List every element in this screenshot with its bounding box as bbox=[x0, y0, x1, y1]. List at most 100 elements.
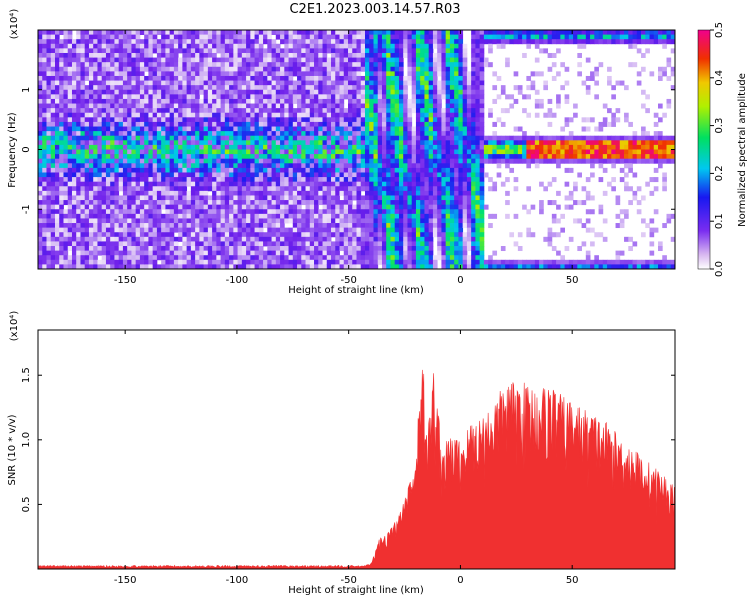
heatmap-cell bbox=[360, 149, 366, 155]
heatmap-cell bbox=[80, 52, 86, 58]
heatmap-cell bbox=[254, 158, 260, 164]
heatmap-cell bbox=[127, 186, 132, 192]
heatmap-cell bbox=[122, 190, 128, 196]
heatmap-cell bbox=[139, 66, 145, 72]
heatmap-cell bbox=[343, 181, 349, 187]
heatmap-cell bbox=[275, 255, 281, 261]
heatmap-cell bbox=[420, 66, 425, 72]
heatmap-cell bbox=[415, 121, 421, 127]
heatmap-cell bbox=[59, 144, 64, 150]
heatmap-cell bbox=[288, 34, 294, 40]
heatmap-cell bbox=[331, 71, 336, 77]
heatmap-cell bbox=[139, 232, 145, 238]
heatmap-cell bbox=[335, 39, 340, 45]
heatmap-cell bbox=[178, 209, 183, 215]
heatmap-cell bbox=[144, 163, 149, 169]
heatmap-cell bbox=[203, 177, 209, 183]
heatmap-cell bbox=[411, 241, 417, 247]
heatmap-cell bbox=[305, 246, 311, 252]
heatmap-cell bbox=[343, 158, 349, 164]
heatmap-cell bbox=[199, 158, 205, 164]
heatmap-cell bbox=[190, 236, 196, 242]
heatmap-cell bbox=[381, 94, 387, 100]
heatmap-cell bbox=[420, 80, 425, 86]
heatmap-cell bbox=[246, 34, 251, 40]
heatmap-cell bbox=[297, 140, 302, 146]
heatmap-cell bbox=[411, 163, 417, 169]
heatmap-cell bbox=[331, 43, 336, 49]
heatmap-cell bbox=[352, 89, 357, 95]
heatmap-cell bbox=[190, 103, 196, 109]
heatmap-cell bbox=[381, 57, 387, 63]
heatmap-cell bbox=[54, 126, 60, 132]
heatmap-cell bbox=[224, 264, 230, 269]
heatmap-cell bbox=[97, 89, 103, 95]
heatmap-cell bbox=[114, 154, 120, 160]
heatmap-cell bbox=[88, 89, 94, 95]
heatmap-cell bbox=[343, 80, 349, 86]
heatmap-cell bbox=[42, 264, 47, 269]
heatmap-cell bbox=[348, 85, 353, 91]
heatmap-cell bbox=[139, 98, 145, 104]
heatmap-cell bbox=[80, 62, 86, 68]
heatmap-cell bbox=[148, 167, 154, 173]
heatmap-cell bbox=[186, 167, 192, 173]
heatmap-cell bbox=[318, 246, 323, 252]
heatmap-cell bbox=[131, 103, 137, 109]
heatmap-cell bbox=[364, 57, 370, 63]
heatmap-cell bbox=[59, 75, 64, 81]
heatmap-cell bbox=[110, 227, 115, 233]
heatmap-cell bbox=[403, 204, 408, 210]
heatmap-cell bbox=[445, 89, 451, 95]
heatmap-cell bbox=[203, 190, 209, 196]
heatmap-cell bbox=[224, 186, 230, 192]
heatmap-cell bbox=[173, 103, 179, 109]
heatmap-cell bbox=[224, 89, 230, 95]
heatmap-cell bbox=[67, 200, 73, 206]
heatmap-cell bbox=[437, 94, 442, 100]
heatmap-cell bbox=[135, 158, 141, 164]
heatmap-cell bbox=[216, 62, 222, 68]
heatmap-cell bbox=[139, 227, 145, 233]
heatmap-cell bbox=[212, 144, 217, 150]
heatmap-cell bbox=[420, 195, 425, 201]
heatmap-cell bbox=[339, 135, 345, 141]
heatmap-cell bbox=[93, 140, 98, 146]
heatmap-cell bbox=[67, 89, 73, 95]
heatmap-cell bbox=[348, 264, 353, 269]
heatmap-cell bbox=[71, 98, 77, 104]
heatmap-cell bbox=[407, 66, 413, 72]
heatmap-cell bbox=[101, 80, 107, 86]
heatmap-cell bbox=[148, 241, 154, 247]
heatmap-cell bbox=[403, 75, 408, 81]
heatmap-cell bbox=[59, 227, 64, 233]
heatmap-cell bbox=[348, 236, 353, 242]
heatmap-cell bbox=[148, 94, 154, 100]
heatmap-cell bbox=[318, 223, 323, 229]
heatmap-cell bbox=[105, 172, 111, 178]
heatmap-cell bbox=[360, 66, 366, 72]
heatmap-cell bbox=[297, 57, 302, 63]
heatmap-cell bbox=[114, 190, 120, 196]
heatmap-cell bbox=[394, 255, 400, 261]
heatmap-cell bbox=[292, 98, 298, 104]
heatmap-cell bbox=[390, 264, 396, 269]
heatmap-cell bbox=[356, 85, 362, 91]
heatmap-cell bbox=[373, 259, 379, 265]
heatmap-cell bbox=[161, 181, 166, 187]
heatmap-cell bbox=[135, 236, 141, 242]
heatmap-cell bbox=[348, 154, 353, 160]
heatmap-cell bbox=[280, 218, 285, 224]
heatmap-cell bbox=[411, 144, 417, 150]
heatmap-cell bbox=[144, 66, 149, 72]
heatmap-cell bbox=[369, 250, 374, 256]
heatmap-cell bbox=[314, 227, 319, 233]
heatmap-cell bbox=[71, 264, 77, 269]
heatmap-cell bbox=[148, 57, 154, 63]
heatmap-cell bbox=[369, 227, 374, 233]
heatmap-cell bbox=[169, 177, 175, 183]
heatmap-cell bbox=[59, 39, 64, 45]
heatmap-cell bbox=[403, 135, 408, 141]
heatmap-cell bbox=[169, 30, 175, 35]
heatmap-cell bbox=[59, 204, 64, 210]
